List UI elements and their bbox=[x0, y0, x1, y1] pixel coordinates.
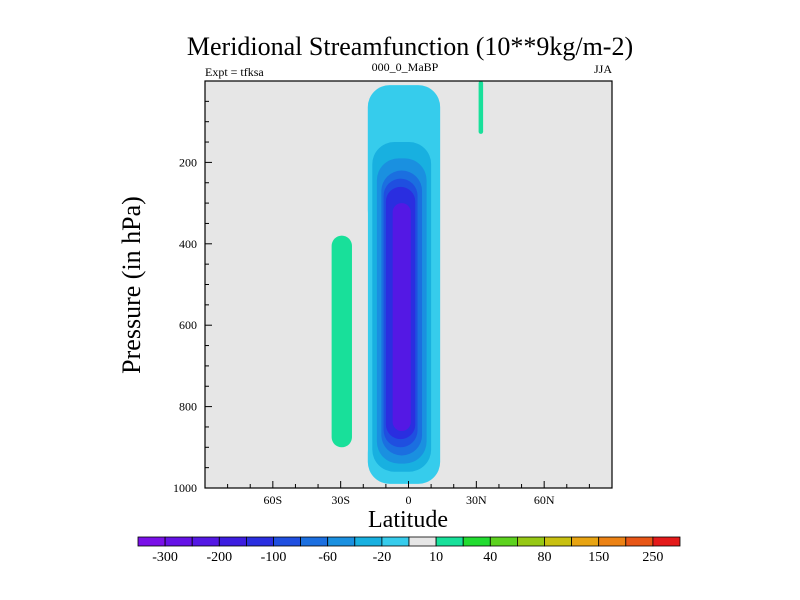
period-label: 000_0_MaBP bbox=[372, 60, 439, 74]
colorbar-swatch bbox=[544, 536, 573, 547]
colorbar-label: 10 bbox=[429, 550, 443, 565]
colorbar-label: 250 bbox=[642, 550, 663, 565]
colorbar-swatch bbox=[517, 536, 545, 547]
experiment-label: Expt = tfksa bbox=[205, 65, 264, 79]
colorbar-swatch bbox=[327, 536, 356, 547]
colorbar-label: -20 bbox=[373, 550, 392, 565]
southern-ferrel-core bbox=[331, 235, 352, 448]
y-tick-label: 600 bbox=[179, 318, 197, 332]
colorbar-swatch bbox=[164, 536, 193, 547]
colorbar-label: 150 bbox=[588, 550, 609, 565]
colorbar-swatch bbox=[408, 536, 437, 547]
x-tick-label: 0 bbox=[406, 493, 412, 507]
northern-positive-strip bbox=[471, 81, 499, 444]
colorbar-swatch bbox=[652, 536, 681, 547]
colorbar-swatch bbox=[245, 536, 274, 547]
colorbar-swatch bbox=[300, 536, 329, 547]
negative-cell-core bbox=[392, 203, 411, 432]
x-tick-label: 60N bbox=[534, 493, 555, 507]
x-axis-label: Latitude bbox=[368, 507, 448, 533]
y-tick-label: 800 bbox=[179, 400, 197, 414]
colorbar-label: -300 bbox=[152, 550, 178, 565]
northern-positive-core bbox=[478, 81, 484, 134]
colorbar-swatch bbox=[625, 536, 654, 547]
colorbar-label: -60 bbox=[318, 550, 337, 565]
colorbar-swatch bbox=[354, 536, 383, 547]
x-tick-label: 30N bbox=[466, 493, 487, 507]
x-tick-label: 30S bbox=[331, 493, 350, 507]
colorbar-swatch bbox=[489, 536, 518, 547]
colorbar-swatch bbox=[598, 536, 627, 547]
colorbar-swatch bbox=[462, 536, 491, 547]
colorbar-label: 40 bbox=[483, 550, 497, 565]
y-tick-label: 400 bbox=[179, 237, 197, 251]
southern-upper-tongue bbox=[245, 81, 314, 212]
chart-title: Meridional Streamfunction (10**9kg/m-2) bbox=[187, 32, 633, 61]
colorbar-swatch bbox=[435, 536, 464, 547]
season-label: JJA bbox=[594, 62, 612, 76]
y-axis-label: Pressure (in hPa) bbox=[117, 196, 146, 374]
colorbar-swatch bbox=[273, 536, 302, 547]
colorbar-swatch bbox=[137, 536, 166, 547]
colorbar-swatch bbox=[191, 536, 220, 547]
colorbar-label: 80 bbox=[538, 550, 552, 565]
colorbar-label: -100 bbox=[261, 550, 287, 565]
y-tick-label: 1000 bbox=[173, 481, 197, 495]
colorbar-swatch bbox=[571, 536, 600, 547]
y-tick-label: 200 bbox=[179, 155, 197, 169]
colorbar-swatch bbox=[381, 536, 410, 547]
x-tick-label: 60S bbox=[263, 493, 282, 507]
colorbar-label: -200 bbox=[206, 550, 232, 565]
colorbar-swatch bbox=[218, 536, 247, 547]
colorbar: -300 -200 -100 -60 -20 10 40 80 150 250 bbox=[137, 536, 681, 565]
